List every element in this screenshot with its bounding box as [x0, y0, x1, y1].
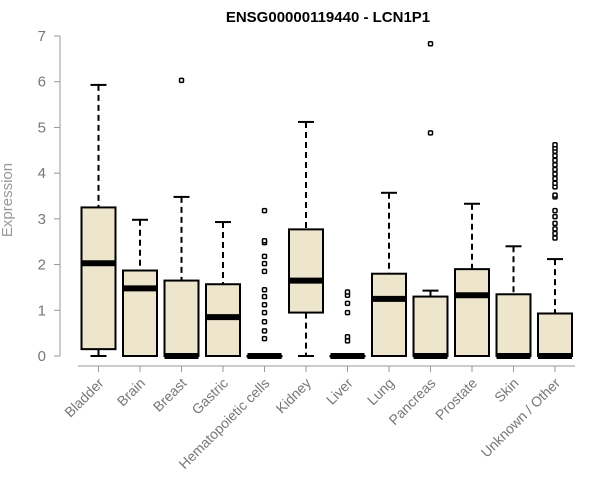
x-tick-label: Liver: [323, 375, 356, 408]
y-tick-label: 3: [38, 211, 46, 228]
iqr-box: [495, 293, 532, 357]
y-tick-label: 5: [38, 119, 46, 136]
iqr-box: [454, 268, 490, 357]
outlier-point: [261, 302, 268, 308]
y-tick-label: 2: [38, 257, 46, 274]
outlier-point: [178, 77, 185, 84]
x-tick-label: Skin: [491, 375, 522, 406]
outlier-point: [552, 235, 558, 241]
box-group: [246, 207, 283, 359]
outlier-point: [552, 220, 558, 227]
iqr-box: [371, 272, 407, 358]
outlier-point: [552, 226, 558, 232]
x-tick-label: Brain: [114, 375, 148, 409]
x-tick-label: Breast: [150, 375, 190, 415]
box-group: [80, 83, 117, 357]
outlier-point: [261, 238, 268, 244]
y-tick-label: 6: [38, 74, 46, 91]
outlier-point: [552, 171, 558, 177]
outlier-point: [552, 230, 558, 237]
iqr-box: [163, 279, 200, 358]
outlier-point: [552, 142, 558, 148]
box-group: [454, 202, 490, 357]
plot-area: [80, 41, 573, 359]
outlier-point: [261, 268, 268, 275]
x-tick-label: Prostate: [432, 375, 480, 423]
y-tick-label: 7: [38, 28, 46, 45]
box-group: [205, 221, 241, 358]
box-group: [537, 142, 573, 359]
outlier-point: [552, 213, 558, 220]
outlier-point: [344, 309, 351, 316]
outlier-point: [261, 293, 268, 300]
outlier-point: [261, 253, 268, 260]
x-tick-label: Bladder: [61, 375, 107, 421]
outlier-point: [261, 309, 268, 316]
x-tick-label: Lung: [364, 375, 397, 408]
box-group: [329, 289, 366, 359]
outlier-point: [261, 318, 268, 325]
outlier-point: [552, 157, 558, 164]
iqr-box: [80, 206, 117, 351]
y-tick-label: 4: [38, 165, 46, 182]
outlier-point: [427, 41, 434, 47]
outlier-point: [552, 166, 558, 173]
iqr-box: [288, 228, 324, 314]
outlier-point: [552, 192, 558, 198]
y-tick-label: 1: [38, 302, 46, 319]
outlier-point: [261, 286, 268, 293]
iqr-box: [412, 295, 449, 358]
box-group: [412, 41, 449, 359]
box-group: [371, 191, 407, 358]
box-group: [288, 120, 324, 357]
outlier-point: [261, 207, 268, 214]
x-tick-label: Kidney: [273, 375, 315, 417]
outlier-point: [552, 207, 558, 214]
outlier-point: [552, 153, 558, 159]
box-group: [495, 245, 532, 359]
chart-title: ENSG00000119440 - LCN1P1: [226, 9, 430, 26]
outlier-point: [552, 175, 558, 182]
x-tick-label: Unknown / Other: [478, 375, 564, 461]
outlier-point: [261, 328, 268, 334]
iqr-box: [122, 269, 158, 357]
box-group: [163, 77, 200, 359]
outlier-point: [427, 130, 434, 136]
box-group: [122, 218, 158, 357]
iqr-box: [537, 312, 573, 358]
outlier-point: [261, 335, 268, 342]
y-axis-label: Expression: [0, 163, 16, 237]
outlier-point: [344, 300, 351, 307]
outlier-point: [344, 334, 351, 340]
outlier-point: [552, 180, 558, 186]
outlier-point: [552, 162, 558, 168]
outlier-point: [261, 260, 268, 267]
y-tick-label: 0: [38, 348, 46, 365]
outlier-point: [344, 289, 351, 295]
